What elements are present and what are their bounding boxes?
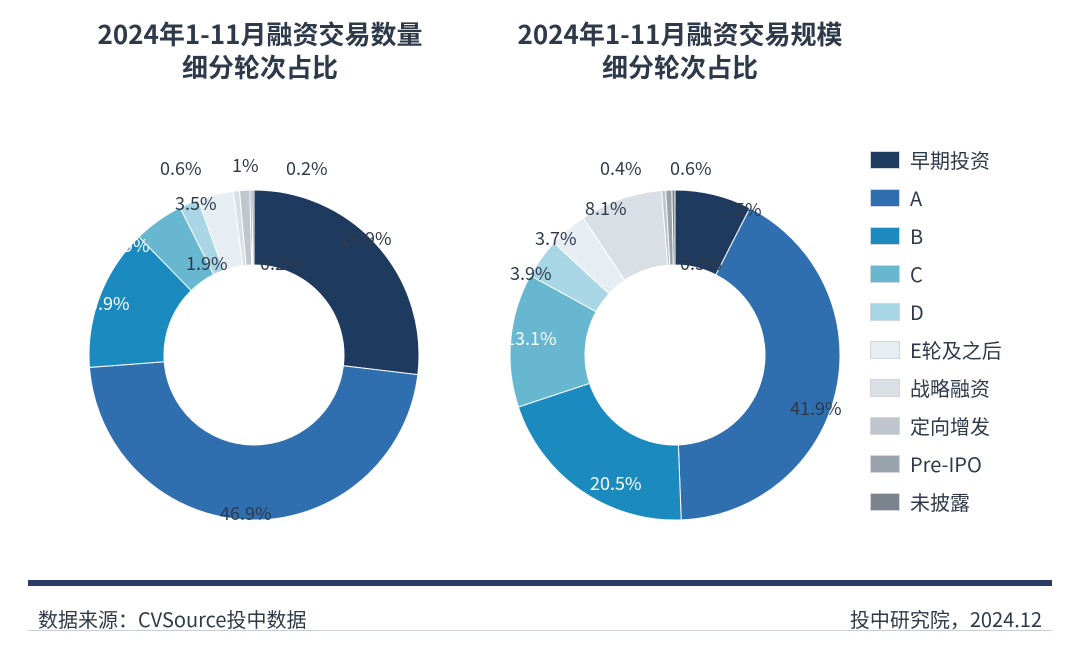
legend-label-6: 战略融资 <box>910 373 990 402</box>
slice-label-right-7: 0.4% <box>600 155 642 181</box>
slice-label-right-5: 3.7% <box>535 225 577 251</box>
slice-label-left-7: 1% <box>232 152 259 178</box>
legend-swatch-9 <box>870 493 900 511</box>
slice-label-right-0: 7.5% <box>720 196 762 222</box>
legend-label-8: Pre-IPO <box>910 449 982 478</box>
slice-label-right-9: 0.3% <box>680 250 722 276</box>
legend-label-1: A <box>910 183 922 212</box>
slice-label-left-9: 0.2% <box>260 250 302 276</box>
legend-swatch-6 <box>870 379 900 397</box>
donut-slice-left-9 <box>252 190 254 265</box>
legend-swatch-1 <box>870 189 900 207</box>
legend-label-3: C <box>910 259 923 288</box>
legend-swatch-5 <box>870 341 900 359</box>
legend-item-6: 战略融资 <box>870 373 1002 402</box>
legend-label-5: E轮及之后 <box>910 335 1002 364</box>
legend-item-9: 未披露 <box>870 487 1002 516</box>
legend-label-7: 定向增发 <box>910 411 990 440</box>
donut-slice-left-1 <box>89 362 417 520</box>
slice-label-right-3: 13.1% <box>505 325 557 351</box>
footer-org: 投中研究院，2024.12 <box>850 604 1042 633</box>
slice-label-left-8: 0.2% <box>286 155 328 181</box>
legend-label-0: 早期投资 <box>910 145 990 174</box>
chart-title-right: 2024年1-11月融资交易规模 细分轮次占比 <box>500 18 860 83</box>
slice-label-left-1: 46.9% <box>220 500 272 526</box>
legend-item-8: Pre-IPO <box>870 449 1002 478</box>
slice-label-right-4: 3.9% <box>510 260 552 286</box>
chart-title-left: 2024年1-11月融资交易数量 细分轮次占比 <box>80 18 440 83</box>
slice-label-right-1: 41.9% <box>790 395 842 421</box>
slice-label-left-5: 3.5% <box>175 190 217 216</box>
legend-swatch-8 <box>870 455 900 473</box>
legend-label-4: D <box>910 297 924 326</box>
slice-label-right-2: 20.5% <box>590 470 642 496</box>
legend-swatch-0 <box>870 151 900 169</box>
slice-label-left-6: 0.6% <box>160 155 202 181</box>
legend-label-9: 未披露 <box>910 487 970 516</box>
legend-item-3: C <box>870 259 1002 288</box>
legend-swatch-7 <box>870 417 900 435</box>
slice-label-left-4: 1.9% <box>186 250 228 276</box>
legend-swatch-4 <box>870 303 900 321</box>
legend-item-5: E轮及之后 <box>870 335 1002 364</box>
donut-slice-right-2 <box>518 383 681 520</box>
legend-swatch-2 <box>870 227 900 245</box>
footer-rule <box>28 580 1052 586</box>
donut-slice-left-0 <box>254 190 419 375</box>
slice-label-left-0: 26.9% <box>340 225 392 251</box>
legend-item-4: D <box>870 297 1002 326</box>
slice-label-left-2: 13.9% <box>78 290 130 316</box>
slice-label-left-3: 4.9% <box>108 232 150 258</box>
footer-source: 数据来源：CVSource投中数据 <box>38 604 306 633</box>
legend-item-0: 早期投资 <box>870 145 1002 174</box>
legend-item-1: A <box>870 183 1002 212</box>
legend-swatch-3 <box>870 265 900 283</box>
slice-label-right-6: 8.1% <box>585 195 627 221</box>
legend-item-2: B <box>870 221 1002 250</box>
legend-item-7: 定向增发 <box>870 411 1002 440</box>
legend: 早期投资 ABCD E轮及之后战略融资定向增发 Pre-IPO 未披露 <box>870 145 1002 525</box>
legend-label-2: B <box>910 221 923 250</box>
slice-label-right-8: 0.6% <box>670 155 712 181</box>
